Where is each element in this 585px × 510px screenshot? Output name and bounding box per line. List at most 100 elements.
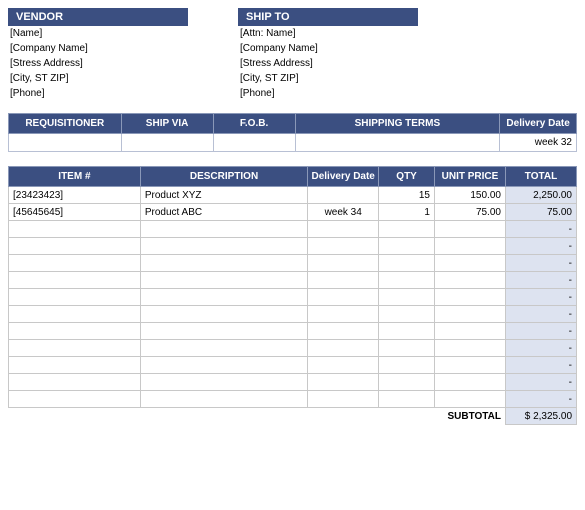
cell-del[interactable] — [308, 374, 379, 391]
cell-desc[interactable] — [140, 306, 307, 323]
cell-qty[interactable] — [379, 255, 435, 272]
cell-del[interactable] — [308, 272, 379, 289]
cell-item[interactable] — [9, 221, 141, 238]
cell-item[interactable] — [9, 323, 141, 340]
cell-qty[interactable] — [379, 306, 435, 323]
cell-qty[interactable] — [379, 374, 435, 391]
cell-price[interactable] — [434, 374, 505, 391]
cell-del[interactable] — [308, 238, 379, 255]
cell-desc[interactable] — [140, 221, 307, 238]
req-cell[interactable] — [121, 134, 213, 152]
cell-item[interactable] — [9, 374, 141, 391]
cell-item[interactable] — [9, 357, 141, 374]
cell-del[interactable] — [308, 323, 379, 340]
subtotal-row: SUBTOTAL $ 2,325.00 — [9, 408, 577, 425]
cell-total[interactable]: 75.00 — [505, 204, 576, 221]
cell-total[interactable]: - — [505, 272, 576, 289]
cell-qty[interactable] — [379, 340, 435, 357]
table-row: - — [9, 374, 577, 391]
cell-desc[interactable] — [140, 255, 307, 272]
requisition-table: REQUISITIONER SHIP VIA F.O.B. SHIPPING T… — [8, 113, 577, 152]
cell-qty[interactable] — [379, 357, 435, 374]
cell-qty[interactable] — [379, 238, 435, 255]
cell-desc[interactable] — [140, 357, 307, 374]
cell-del[interactable]: week 34 — [308, 204, 379, 221]
cell-desc[interactable] — [140, 374, 307, 391]
cell-desc[interactable] — [140, 238, 307, 255]
cell-total[interactable]: - — [505, 221, 576, 238]
cell-del[interactable] — [308, 340, 379, 357]
vendor-field: [Name] — [8, 26, 188, 41]
cell-qty[interactable] — [379, 323, 435, 340]
req-cell[interactable] — [213, 134, 295, 152]
cell-total[interactable]: - — [505, 340, 576, 357]
cell-del[interactable] — [308, 255, 379, 272]
cell-qty[interactable] — [379, 272, 435, 289]
cell-price[interactable] — [434, 255, 505, 272]
req-cell[interactable] — [295, 134, 500, 152]
cell-desc[interactable]: Product ABC — [140, 204, 307, 221]
cell-item[interactable]: [45645645] — [9, 204, 141, 221]
cell-price[interactable] — [434, 306, 505, 323]
cell-del[interactable] — [308, 306, 379, 323]
cell-item[interactable] — [9, 255, 141, 272]
shipto-field: [Stress Address] — [238, 56, 418, 71]
cell-item[interactable] — [9, 391, 141, 408]
cell-total[interactable]: - — [505, 374, 576, 391]
cell-total[interactable]: - — [505, 306, 576, 323]
cell-del[interactable] — [308, 357, 379, 374]
items-header: DESCRIPTION — [140, 167, 307, 187]
vendor-field: [Phone] — [8, 86, 188, 101]
req-cell[interactable]: week 32 — [500, 134, 577, 152]
shipto-field: [Attn: Name] — [238, 26, 418, 41]
cell-qty[interactable] — [379, 391, 435, 408]
cell-del[interactable] — [308, 289, 379, 306]
cell-price[interactable] — [434, 357, 505, 374]
items-header: QTY — [379, 167, 435, 187]
cell-total[interactable]: 2,250.00 — [505, 187, 576, 204]
cell-price[interactable] — [434, 391, 505, 408]
cell-qty[interactable]: 15 — [379, 187, 435, 204]
req-cell[interactable] — [9, 134, 122, 152]
cell-del[interactable] — [308, 391, 379, 408]
cell-price[interactable] — [434, 238, 505, 255]
req-header: Delivery Date — [500, 114, 577, 134]
cell-qty[interactable] — [379, 221, 435, 238]
cell-price[interactable] — [434, 323, 505, 340]
cell-qty[interactable] — [379, 289, 435, 306]
cell-item[interactable] — [9, 272, 141, 289]
cell-desc[interactable]: Product XYZ — [140, 187, 307, 204]
cell-desc[interactable] — [140, 272, 307, 289]
cell-desc[interactable] — [140, 323, 307, 340]
cell-price[interactable] — [434, 289, 505, 306]
cell-total[interactable]: - — [505, 289, 576, 306]
cell-desc[interactable] — [140, 391, 307, 408]
cell-total[interactable]: - — [505, 255, 576, 272]
cell-total[interactable]: - — [505, 323, 576, 340]
table-row: - — [9, 238, 577, 255]
cell-total[interactable]: - — [505, 238, 576, 255]
cell-desc[interactable] — [140, 289, 307, 306]
cell-price[interactable] — [434, 272, 505, 289]
cell-qty[interactable]: 1 — [379, 204, 435, 221]
cell-price[interactable]: 75.00 — [434, 204, 505, 221]
cell-desc[interactable] — [140, 340, 307, 357]
cell-item[interactable] — [9, 306, 141, 323]
requisition-header-row: REQUISITIONER SHIP VIA F.O.B. SHIPPING T… — [9, 114, 577, 134]
table-row: - — [9, 255, 577, 272]
cell-del[interactable] — [308, 221, 379, 238]
cell-total[interactable]: - — [505, 391, 576, 408]
cell-item[interactable]: [23423423] — [9, 187, 141, 204]
cell-item[interactable] — [9, 238, 141, 255]
cell-price[interactable] — [434, 340, 505, 357]
cell-price[interactable] — [434, 221, 505, 238]
cell-item[interactable] — [9, 289, 141, 306]
shipto-field: [Phone] — [238, 86, 418, 101]
items-table: ITEM # DESCRIPTION Delivery Date QTY UNI… — [8, 166, 577, 425]
table-row: [23423423]Product XYZ 15150.002,250.00 — [9, 187, 577, 204]
cell-total[interactable]: - — [505, 357, 576, 374]
items-header: ITEM # — [9, 167, 141, 187]
cell-item[interactable] — [9, 340, 141, 357]
cell-del[interactable] — [308, 187, 379, 204]
cell-price[interactable]: 150.00 — [434, 187, 505, 204]
